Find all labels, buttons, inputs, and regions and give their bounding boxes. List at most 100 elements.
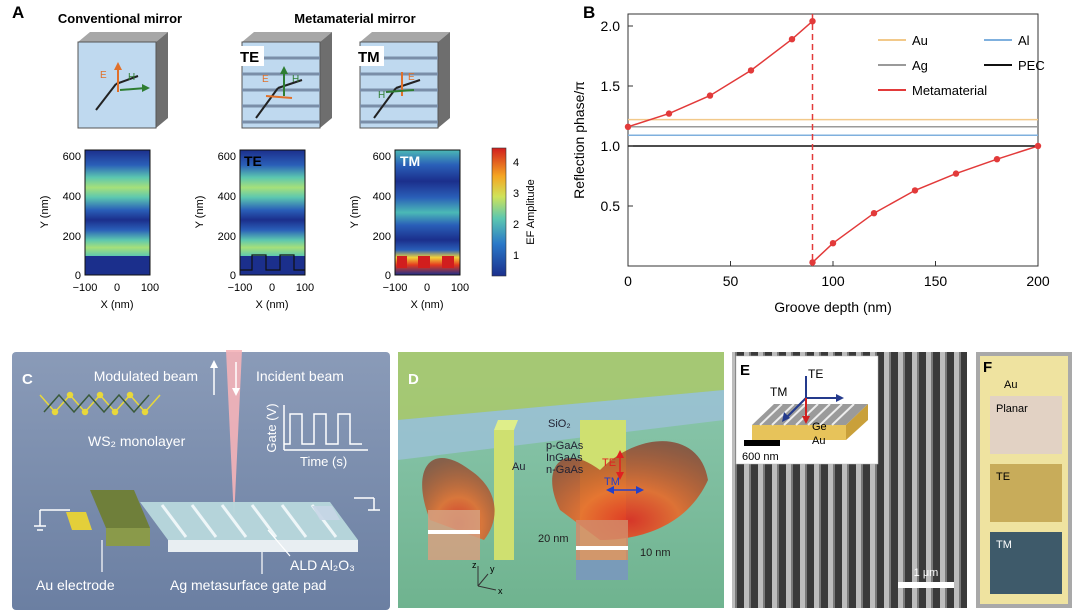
x-axis-label: X (nm)	[411, 299, 444, 311]
data-point	[706, 92, 714, 99]
panel-a-letter: A	[12, 3, 24, 22]
colorbar: 4 3 2 1 EF Amplitude	[491, 147, 537, 277]
colorbar-tick: 4	[513, 157, 519, 169]
axes-triad-icon	[477, 566, 497, 591]
data-point	[747, 67, 755, 74]
conventional-mirror-title: Conventional mirror	[58, 11, 182, 26]
data-point	[809, 18, 816, 25]
data-point	[665, 110, 673, 117]
field-map-te: TE	[239, 149, 306, 276]
au-ridge-label: Au	[512, 461, 525, 473]
x-tick: 0	[114, 282, 120, 294]
y-axis-label: Y (nm)	[349, 196, 361, 229]
panel-c-letter: C	[22, 371, 33, 388]
x-axis-label: X (nm)	[101, 299, 134, 311]
y-tick-label: 1.5	[601, 78, 621, 94]
x-tick-label: 150	[924, 273, 948, 289]
e-field-label-te: E	[262, 74, 269, 85]
inset-scale-label: 600 nm	[742, 451, 779, 463]
planar-swatch	[990, 396, 1062, 454]
ws2-monolayer-label: WS₂ monolayer	[88, 433, 186, 449]
scale-bar-label: 1 μm	[914, 567, 939, 579]
dim-20nm: 20 nm	[538, 533, 569, 545]
h-field-label-conv: H	[128, 72, 135, 83]
y-tick: 400	[63, 191, 81, 203]
colorbar-tick: 3	[513, 188, 519, 200]
y-tick: 0	[385, 270, 391, 282]
h-field-label-te: H	[292, 74, 299, 85]
colorbar-label: EF Amplitude	[525, 179, 537, 244]
tm-label: TM	[604, 476, 620, 488]
data-point	[624, 123, 632, 130]
colorbar-tick: 1	[513, 250, 519, 262]
y-tick: 400	[218, 191, 236, 203]
legend-al: Al	[1018, 33, 1030, 48]
tm-label: TM	[770, 385, 787, 399]
panel-c: C Modulated beam Incident beam WS₂ monol…	[12, 350, 390, 610]
field-map-tm: TM	[394, 149, 461, 276]
y-tick-label: 2.0	[601, 18, 621, 34]
te-cube-label: TE	[240, 49, 259, 66]
e-field-label-conv: E	[100, 70, 107, 81]
y-tick-label: 1.0	[601, 138, 621, 154]
y-axis-label: Reflection phase/π	[571, 81, 587, 199]
panel-e: E TE TM Ge Au 600 nm 1 μm	[732, 352, 967, 608]
metamaterial-mirror-title: Metamaterial mirror	[294, 11, 415, 26]
te-map-label: TE	[244, 153, 262, 169]
data-point	[870, 210, 878, 217]
x-tick: 100	[296, 282, 314, 294]
x-tick-label: 200	[1026, 273, 1050, 289]
tm-label: TM	[996, 539, 1012, 551]
x-tick: −100	[73, 282, 98, 294]
series-line-metamaterial	[811, 145, 1039, 263]
ge-label: Ge	[812, 421, 827, 433]
e-field-label-tm: E	[408, 72, 415, 83]
plot-frame	[627, 13, 1039, 267]
axis-x: x	[498, 586, 503, 596]
te-mirror-cube: TE E H	[238, 32, 332, 129]
y-tick-label: 0.5	[601, 198, 621, 214]
modulated-beam-label: Modulated beam	[94, 368, 198, 384]
series-line-metamaterial	[627, 20, 813, 128]
dim-10nm: 10 nm	[640, 547, 671, 559]
x-axis-label: X (nm)	[256, 299, 289, 311]
panel-a: A Conventional mirror Metamaterial mirro…	[12, 3, 537, 311]
ngaas-label: n-GaAs	[546, 464, 584, 476]
data-point	[788, 36, 796, 43]
data-point	[993, 156, 1001, 163]
panel-f: F Au Planar TE TM	[976, 352, 1072, 608]
pgaas-label: p-GaAs	[546, 440, 584, 452]
legend-pec: PEC	[1018, 58, 1045, 73]
panel-f-letter: F	[983, 359, 992, 376]
panel-b-letter: B	[583, 3, 595, 22]
y-tick: 200	[63, 231, 81, 243]
panel-d-letter: D	[408, 371, 419, 388]
x-tick: −100	[383, 282, 408, 294]
y-tick: 200	[373, 231, 391, 243]
grating-inset-icon	[752, 403, 868, 440]
y-tick: 0	[230, 270, 236, 282]
time-axis-label: Time (s)	[300, 454, 347, 469]
gate-pad-device	[34, 490, 380, 552]
legend-au: Au	[912, 33, 928, 48]
legend-ag: Ag	[912, 58, 928, 73]
au-label: Au	[1004, 379, 1017, 391]
x-tick: −100	[228, 282, 253, 294]
field-map-conventional	[84, 149, 151, 276]
x-tick: 0	[269, 282, 275, 294]
y-axis-label: Y (nm)	[194, 196, 206, 229]
h-field-label-tm: H	[378, 90, 385, 101]
te-label: TE	[996, 471, 1010, 483]
conventional-mirror-cube: E H	[77, 32, 168, 129]
data-point	[809, 259, 816, 266]
sio2-label: SiO₂	[548, 418, 571, 430]
data-point	[911, 187, 919, 194]
planar-label: Planar	[996, 403, 1028, 415]
te-label: TE	[602, 457, 616, 469]
axis-z: z	[472, 560, 477, 570]
au-electrode-label: Au electrode	[36, 577, 115, 593]
data-point	[1034, 142, 1042, 150]
chart-legend: Au Al Ag PEC Metamaterial	[878, 33, 1045, 98]
gate-axis-label: Gate (V)	[264, 403, 279, 452]
